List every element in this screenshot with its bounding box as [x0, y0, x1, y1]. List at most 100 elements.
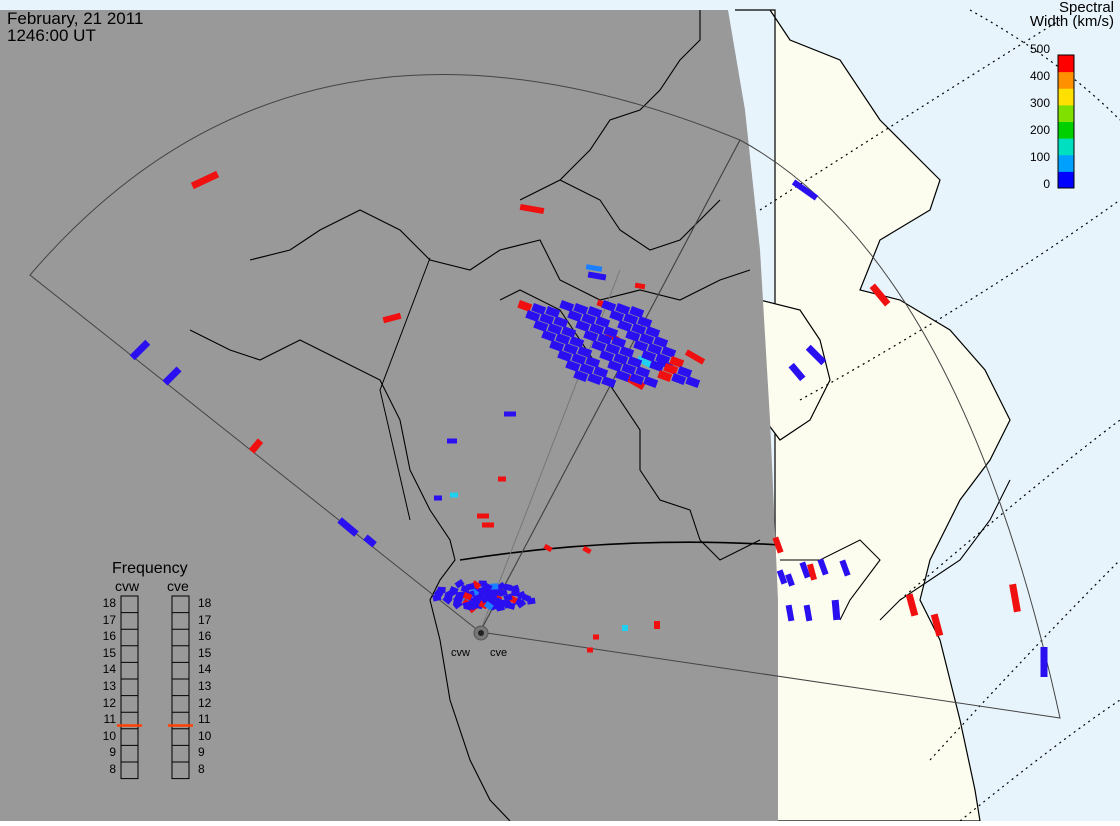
frequency-tick-label: 10 [198, 728, 212, 743]
scatter-cell [671, 372, 687, 385]
scatter-cell [525, 310, 541, 322]
scatter-cell [1040, 647, 1048, 677]
scatter-cell [447, 438, 457, 444]
scatter-cell [623, 312, 639, 325]
colorbar-tick-label: 300 [1029, 96, 1050, 110]
scatter-cell [639, 333, 655, 345]
scatter-cell [869, 283, 891, 307]
scatter-cell [772, 536, 784, 554]
frequency-column [171, 595, 190, 780]
frequency-tick-label: 13 [102, 679, 116, 693]
scatter-cell [482, 522, 494, 528]
scatter-cell [776, 569, 788, 585]
scatter-cell [615, 370, 631, 382]
scatter-cell [654, 621, 660, 629]
colorbar-segment [1058, 71, 1074, 89]
scatter-cell [442, 594, 453, 605]
scatter-cell [785, 573, 795, 587]
scatter-cell [541, 329, 557, 342]
scatter-cells [129, 170, 1048, 677]
scatter-cell [636, 355, 654, 369]
colorbar-segment [1058, 121, 1074, 139]
scatter-cell [669, 356, 685, 368]
scatter-cell [613, 352, 629, 365]
scatter-cell [643, 376, 659, 388]
scatter-cell [468, 597, 478, 605]
frequency-tick-label: 11 [103, 712, 116, 727]
scatter-cell [785, 604, 795, 622]
colorbar-title-2: Width (km/s) [1029, 13, 1114, 30]
frequency-tick-label: 16 [198, 629, 212, 644]
scatter-cell [788, 362, 806, 382]
site-marker-center [478, 630, 484, 636]
colorbar-tick-label: 400 [1029, 69, 1050, 83]
scatter-cell [533, 320, 549, 332]
scatter-cell [817, 558, 829, 576]
scatter-cell [432, 593, 442, 602]
site-label-cvw: cvw [451, 647, 470, 659]
scatter-cell [589, 323, 605, 335]
frequency-tick-label: 14 [198, 662, 212, 677]
scatter-cell [617, 319, 633, 332]
scatter-cell [601, 376, 617, 388]
scatter-cell [661, 346, 677, 358]
scatter-cell [647, 342, 663, 355]
frequency-tick-label: 18 [102, 596, 116, 610]
frequency-tick-label: 14 [102, 662, 116, 677]
scatter-cell [601, 300, 617, 312]
scatter-cell [543, 543, 553, 553]
scatter-cell [587, 271, 607, 281]
scatter-cell [498, 476, 506, 482]
scatter-cell [483, 589, 492, 596]
scatter-cell [460, 584, 471, 593]
scatter-cell [579, 363, 595, 375]
scatter-cell [577, 346, 593, 358]
scatter-cell [483, 601, 494, 611]
frequency-radar-cve: cve [167, 578, 189, 594]
scatter-cell [539, 313, 555, 325]
scatter-cell [582, 545, 592, 555]
scatter-cell [635, 366, 651, 378]
frequency-title: Frequency [112, 560, 188, 577]
scatter-cell [162, 366, 182, 386]
scatter-cell [637, 316, 653, 328]
scatter-cell [593, 634, 599, 640]
scatter-cell [605, 343, 621, 355]
dotted-latitudes [759, 9, 1120, 822]
scatter-cell [573, 302, 589, 315]
scatter-cell [657, 370, 673, 382]
scatter-cell [615, 302, 631, 315]
colorbar-tick-label: 0 [1043, 177, 1050, 191]
scatter-cell [607, 359, 623, 372]
frequency-tick-label: 8 [109, 762, 116, 776]
scatter-cell [503, 593, 513, 602]
scatter-cell [599, 350, 615, 362]
scatter-cell [641, 349, 657, 362]
scatter-cell [547, 322, 563, 335]
scatter-cell [454, 578, 465, 589]
scatter-cell [587, 305, 603, 318]
frequency-tick-label: 11 [198, 712, 211, 727]
scatter-cell [622, 625, 628, 631]
scatter-cell [450, 492, 458, 498]
scatter-cell [567, 310, 583, 322]
scatter-cell [805, 344, 827, 366]
scatter-cell [583, 330, 599, 342]
scatter-cell [791, 179, 819, 201]
frequency-tick-label: 8 [198, 762, 205, 776]
frequency-tick-label: 15 [198, 645, 212, 660]
scatter-cell [452, 599, 463, 610]
scatter-cell [504, 411, 516, 417]
scatter-cell [839, 559, 851, 577]
scatter-cell [685, 376, 701, 388]
scatter-cell [629, 373, 645, 385]
scatter-cell [593, 366, 609, 378]
scatter-cell [490, 583, 499, 590]
scatter-cell [603, 326, 619, 338]
scatter-cell [337, 517, 359, 537]
scatter-cell [634, 282, 646, 290]
scatter-cell [561, 325, 577, 338]
scatter-cell [563, 343, 579, 355]
scatter-cell [619, 345, 635, 358]
